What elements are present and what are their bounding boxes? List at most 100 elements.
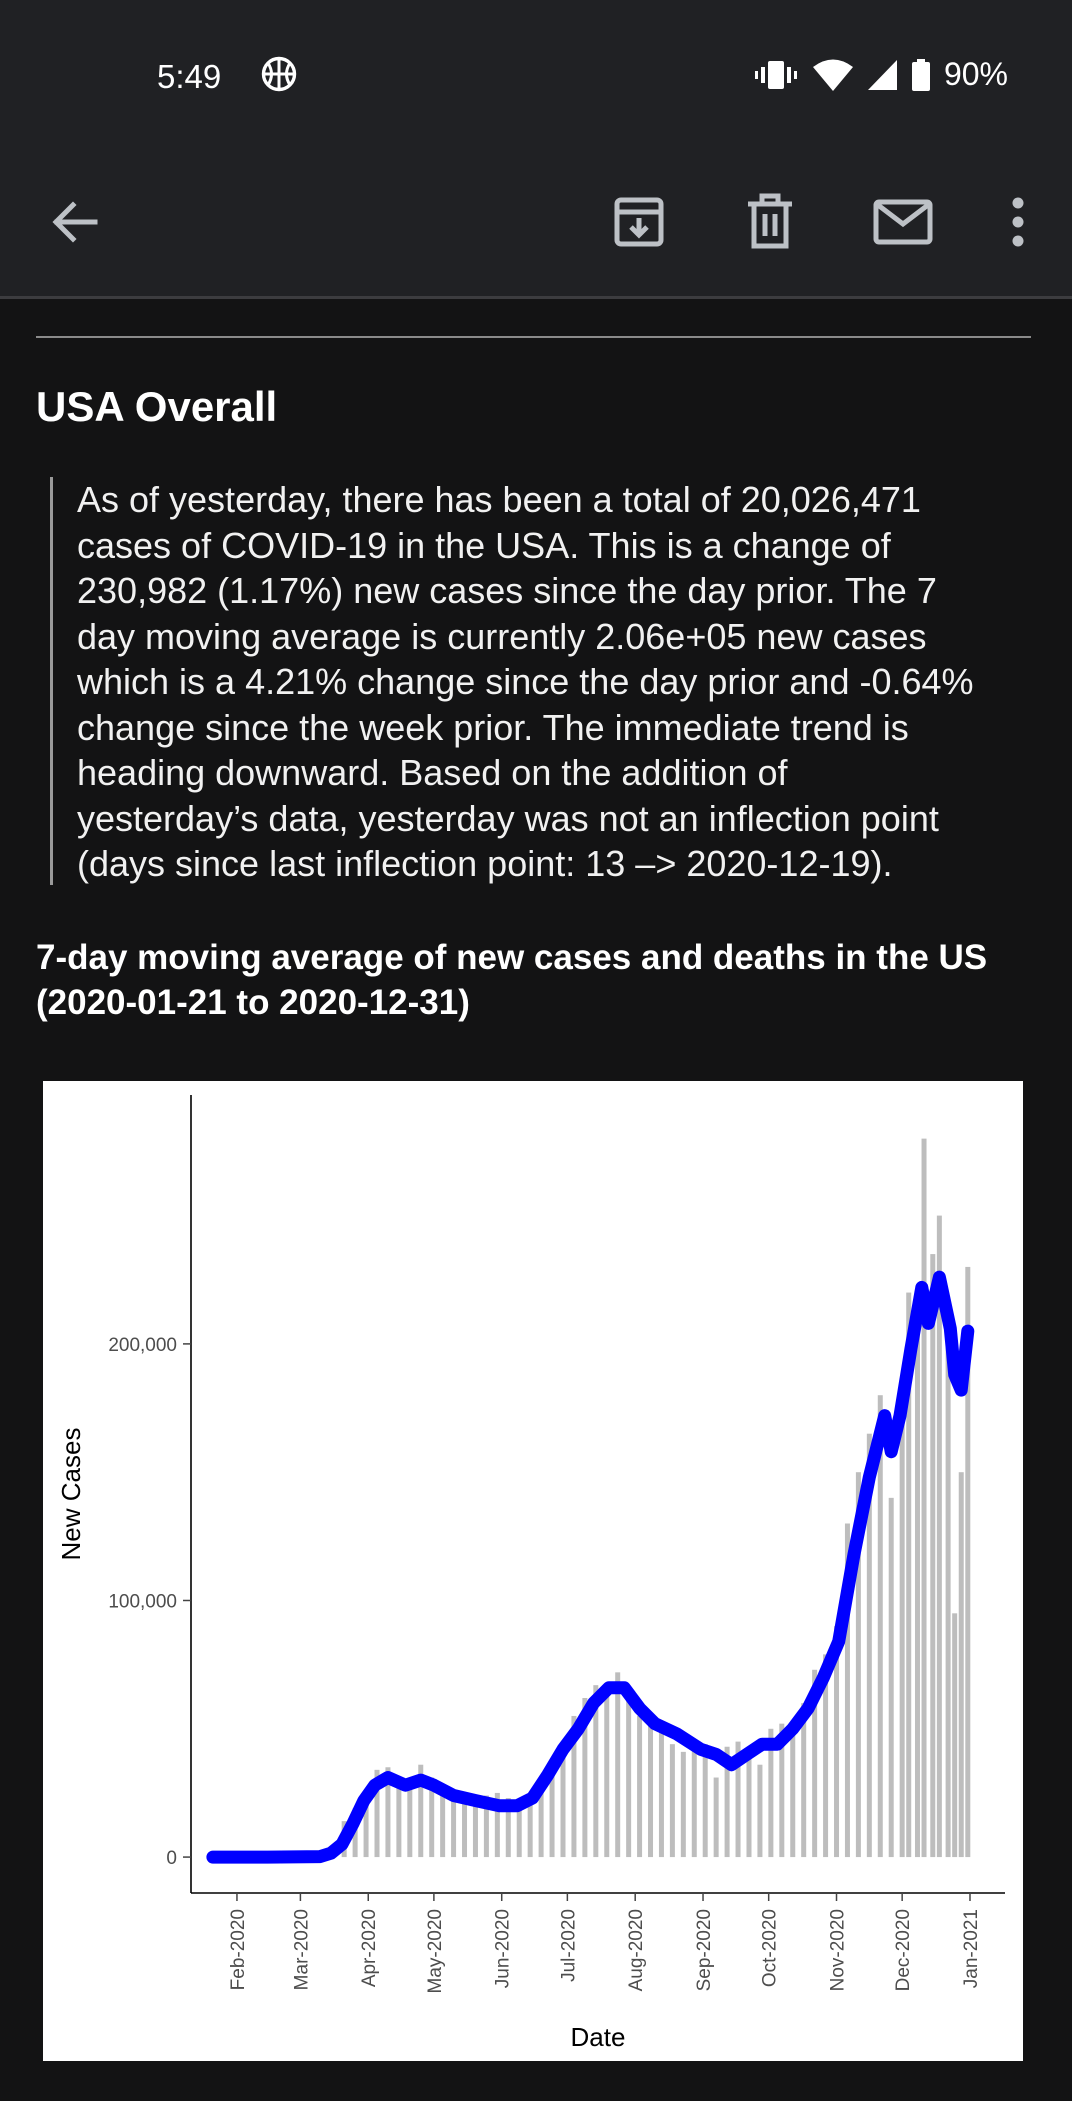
battery-icon: [911, 58, 930, 91]
daily-bar: [930, 1254, 936, 1858]
daily-bar: [945, 1318, 951, 1858]
x-tick-label: Jun-2020: [493, 1909, 514, 1988]
daily-bars: [297, 1138, 971, 1858]
app-bar: [0, 150, 1072, 299]
summary-line: yesterday’s data, yesterday was not an i…: [77, 797, 939, 839]
daily-bar: [823, 1654, 829, 1858]
archive-icon[interactable]: [607, 190, 671, 254]
daily-bar: [834, 1626, 840, 1858]
x-tick-label: Dec-2020: [893, 1909, 914, 1991]
status-indicators: 90%: [754, 56, 1008, 93]
daily-bar: [877, 1395, 883, 1858]
x-tick-label: Nov-2020: [828, 1909, 849, 1991]
daily-bar: [702, 1744, 708, 1858]
summary-line: (days since last inflection point: 13 –>…: [77, 843, 893, 884]
daily-bar: [560, 1741, 566, 1858]
summary-line: heading downward. Based on the addition …: [77, 752, 788, 793]
x-ticks: Feb-2020 Mar-2020 Apr-2020 May-2020 Jun-2020…: [228, 1893, 982, 1994]
y-axis-label: New Cases: [56, 1428, 86, 1561]
chart-heading-line1: 7-day moving average of new cases and de…: [36, 938, 988, 977]
daily-bar: [866, 1433, 872, 1858]
daily-bar: [626, 1692, 632, 1858]
daily-bar: [691, 1741, 697, 1858]
daily-bar: [385, 1767, 391, 1858]
daily-bar: [844, 1523, 850, 1858]
daily-bar: [757, 1764, 763, 1858]
status-time: 5:49: [157, 58, 222, 95]
summary-line: As of yesterday, there has been a total …: [77, 479, 921, 520]
daily-bar: [451, 1792, 457, 1858]
daily-bar: [593, 1685, 599, 1858]
daily-bar: [958, 1472, 964, 1858]
daily-bar: [363, 1790, 369, 1858]
daily-bar: [680, 1751, 686, 1858]
daily-bar: [746, 1754, 752, 1858]
chart-heading-line2: (2020-01-21 to 2020-12-31): [36, 983, 470, 1022]
x-tick-label: Mar-2020: [291, 1909, 312, 1990]
daily-bar: [374, 1769, 380, 1858]
daily-bar: [429, 1777, 435, 1858]
y-tick-label: 200,000: [108, 1335, 177, 1356]
daily-bar: [735, 1741, 741, 1858]
daily-bar: [637, 1715, 643, 1858]
daily-bar: [615, 1672, 621, 1858]
daily-bar: [483, 1795, 489, 1858]
y-ticks: 0 100,000 200,000: [108, 1335, 191, 1869]
y-tick-label: 100,000: [108, 1591, 177, 1612]
daily-bar: [936, 1215, 942, 1858]
back-arrow-icon[interactable]: [43, 190, 107, 254]
mail-icon[interactable]: [871, 190, 935, 254]
daily-bar: [538, 1780, 544, 1858]
x-tick-label: Oct-2020: [760, 1909, 781, 1987]
daily-bar: [812, 1669, 818, 1858]
cases-chart: 0 100,000 200,000 Feb-2020 Mar-2020 Apr-2020…: [56, 1095, 1005, 2052]
chart-heading: 7-day moving average of new cases and de…: [36, 935, 1046, 1025]
daily-bar: [472, 1800, 478, 1858]
signal-icon: [867, 59, 897, 90]
daily-bar: [855, 1472, 861, 1858]
daily-bar: [906, 1292, 912, 1858]
daily-bar: [724, 1746, 730, 1858]
daily-bar: [914, 1305, 920, 1858]
chart-image: 0 100,000 200,000 Feb-2020 Mar-2020 Apr-2020…: [43, 1081, 1023, 2061]
delete-icon[interactable]: [738, 190, 802, 254]
daily-bar: [779, 1723, 785, 1858]
y-tick-label: 0: [166, 1848, 177, 1869]
basketball-icon: [261, 56, 297, 92]
daily-bar: [462, 1795, 468, 1858]
daily-bar: [571, 1715, 577, 1858]
moving-average-line: [206, 1270, 975, 1864]
daily-bar: [801, 1703, 807, 1858]
x-tick-label: Aug-2020: [626, 1909, 647, 1991]
daily-bar: [658, 1723, 664, 1858]
daily-bar: [407, 1785, 413, 1858]
daily-bar: [790, 1731, 796, 1858]
daily-bar: [527, 1800, 533, 1858]
status-bar: 5:49 90%: [0, 0, 1072, 150]
more-vert-icon[interactable]: [986, 190, 1050, 254]
summary-line: which is a 4.21% change since the day pr…: [77, 661, 974, 702]
summary-line: 230,982 (1.17%) new cases since the day …: [77, 570, 937, 611]
x-tick-label: Jan-2021: [961, 1909, 982, 1988]
daily-bar: [965, 1266, 971, 1858]
x-tick-label: Jul-2020: [558, 1909, 579, 1982]
x-tick-label: Feb-2020: [228, 1909, 249, 1990]
daily-bar: [921, 1138, 927, 1858]
daily-bar: [648, 1713, 654, 1858]
section-title: USA Overall: [36, 383, 278, 430]
daily-bar: [494, 1792, 500, 1858]
daily-bar: [888, 1497, 894, 1858]
daily-bar: [549, 1759, 555, 1858]
daily-bar: [418, 1764, 424, 1858]
x-tick-label: Sep-2020: [694, 1909, 715, 1991]
battery-percent: 90%: [943, 56, 1008, 92]
vibrate-icon: [754, 60, 797, 89]
daily-bar: [582, 1697, 588, 1858]
daily-bar: [516, 1805, 522, 1858]
x-tick-label: Apr-2020: [359, 1909, 380, 1987]
daily-bar: [396, 1780, 402, 1858]
summary-line: change since the week prior. The immedia…: [77, 706, 909, 748]
daily-bar: [713, 1777, 719, 1858]
daily-bar: [440, 1790, 446, 1858]
daily-bar: [899, 1395, 905, 1858]
